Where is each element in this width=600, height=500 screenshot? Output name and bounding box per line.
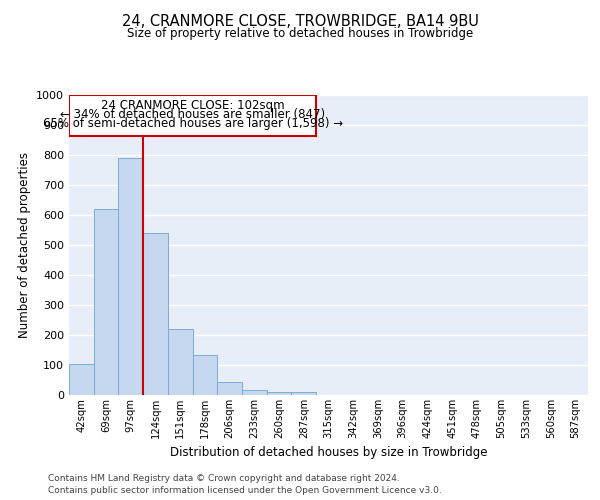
Bar — [242, 390, 267, 395]
Text: Contains HM Land Registry data © Crown copyright and database right 2024.: Contains HM Land Registry data © Crown c… — [48, 474, 400, 483]
Text: 24 CRANMORE CLOSE: 102sqm: 24 CRANMORE CLOSE: 102sqm — [101, 98, 284, 112]
Bar — [143, 233, 168, 395]
Bar — [217, 382, 242, 395]
Text: Contains public sector information licensed under the Open Government Licence v3: Contains public sector information licen… — [48, 486, 442, 495]
Bar — [267, 392, 292, 395]
Bar — [118, 158, 143, 395]
Bar — [292, 392, 316, 395]
Text: 24, CRANMORE CLOSE, TROWBRIDGE, BA14 9BU: 24, CRANMORE CLOSE, TROWBRIDGE, BA14 9BU — [122, 14, 478, 29]
X-axis label: Distribution of detached houses by size in Trowbridge: Distribution of detached houses by size … — [170, 446, 487, 460]
Bar — [69, 364, 94, 395]
Text: 65% of semi-detached houses are larger (1,598) →: 65% of semi-detached houses are larger (… — [43, 117, 343, 130]
Bar — [94, 209, 118, 395]
Text: ← 34% of detached houses are smaller (847): ← 34% of detached houses are smaller (84… — [60, 108, 325, 121]
FancyBboxPatch shape — [69, 95, 316, 136]
Bar — [193, 355, 217, 395]
Text: Size of property relative to detached houses in Trowbridge: Size of property relative to detached ho… — [127, 28, 473, 40]
Y-axis label: Number of detached properties: Number of detached properties — [17, 152, 31, 338]
Bar — [168, 329, 193, 395]
